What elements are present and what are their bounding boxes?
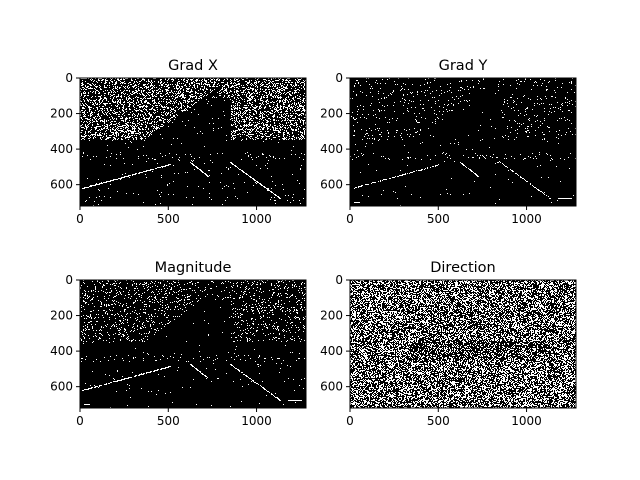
x-tick-label: 0 [346,414,354,428]
subplot-title: Direction [430,260,496,276]
axes-frame [349,279,577,409]
y-tick-label: 600 [320,380,343,394]
y-tick-label: 400 [50,344,73,358]
subplot-grady: Grad Y 0 500 1000 0 200 400 600 [320,58,577,226]
y-tick-label: 600 [50,178,73,192]
y-tick-label: 200 [50,309,73,323]
subplot-dir: Direction 0 500 1000 0 200 400 600 [320,260,577,428]
subplot-gradx: Grad X 0 500 1000 0 200 400 600 [50,58,307,226]
y-tick-label: 0 [65,71,73,85]
axes-frame [79,77,307,207]
y-tick-label: 400 [320,142,343,156]
subplot-title: Grad X [168,58,218,74]
x-tick-label: 1000 [241,414,272,428]
x-tick-label: 1000 [241,212,272,226]
subplot-mag: Magnitude 0 500 1000 0 200 400 600 [50,260,307,428]
y-tick-label: 600 [50,380,73,394]
y-tick-label: 400 [320,344,343,358]
axes-frame [79,279,307,409]
binary-image [350,280,576,408]
y-tick-label: 0 [335,71,343,85]
y-tick-label: 200 [50,107,73,121]
y-tick-label: 0 [65,273,73,287]
y-tick-label: 400 [50,142,73,156]
x-tick-label: 500 [427,212,450,226]
x-tick-label: 0 [76,414,84,428]
y-tick-label: 600 [320,178,343,192]
x-tick-label: 500 [157,212,180,226]
x-tick-label: 0 [76,212,84,226]
binary-image [350,78,576,206]
x-tick-label: 500 [427,414,450,428]
y-tick-label: 0 [335,273,343,287]
x-tick-label: 500 [157,414,180,428]
x-tick-label: 1000 [511,212,542,226]
subplot-title: Grad Y [439,58,488,74]
binary-image [80,78,306,206]
x-tick-label: 1000 [511,414,542,428]
x-tick-label: 0 [346,212,354,226]
y-tick-label: 200 [320,309,343,323]
axes-frame [349,77,577,207]
subplot-title: Magnitude [155,260,232,276]
binary-image [80,280,306,408]
y-tick-label: 200 [320,107,343,121]
